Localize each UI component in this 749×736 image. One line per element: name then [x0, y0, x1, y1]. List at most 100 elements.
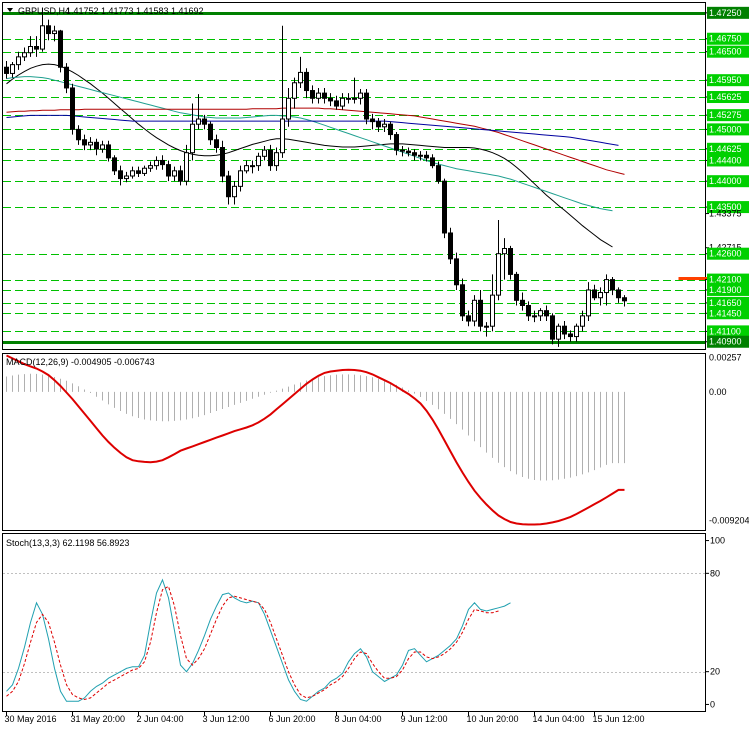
bear-candle-body — [220, 147, 225, 177]
candle — [208, 121, 213, 145]
candle — [160, 155, 165, 170]
candle — [226, 170, 231, 205]
time-tick-label: 14 Jun 04:00 — [533, 714, 585, 724]
bear-candle-body — [568, 333, 573, 338]
price-label-box — [707, 273, 749, 286]
moving-average-line — [6, 63, 613, 248]
time-tick-label: 2 Jun 04:00 — [137, 714, 184, 724]
price-label-box — [707, 142, 749, 155]
bull-candle-body — [142, 167, 147, 174]
bear-candle-body — [520, 299, 525, 306]
bear-candle-body — [400, 149, 405, 152]
candle — [166, 160, 171, 182]
candle — [586, 282, 591, 322]
price-label-box — [707, 32, 749, 45]
candle — [10, 62, 15, 78]
candle — [334, 95, 339, 110]
stoch-pane — [2, 533, 706, 712]
bull-candle-body — [316, 92, 321, 99]
candle — [52, 25, 57, 42]
symbol-header: GBPUSD,H4 1.41752 1.41773 1.41583 1.4169… — [18, 6, 204, 16]
bear-candle-body — [448, 232, 453, 260]
bear-candle-body — [622, 297, 627, 302]
time-tick-label: 10 Jun 20:00 — [467, 714, 519, 724]
candle — [82, 134, 87, 151]
candle — [16, 51, 21, 70]
candle — [496, 220, 501, 301]
candle — [568, 330, 573, 342]
time-tick-label: 3 Jun 12:00 — [203, 714, 250, 724]
candle — [310, 85, 315, 104]
candle — [106, 140, 111, 162]
candle — [40, 7, 45, 52]
price-tick-label: 1.41100 — [709, 326, 741, 336]
candle — [592, 284, 597, 301]
candle — [76, 125, 81, 145]
bull-candle-body — [196, 118, 201, 125]
ohlc-high: 1.41773 — [101, 6, 134, 16]
bull-candle-body — [256, 155, 261, 167]
bull-candle-body — [292, 82, 297, 99]
stoch-tick-label: 100 — [710, 536, 725, 546]
candle — [478, 289, 483, 332]
price-tick-label: 1.41450 — [709, 308, 742, 318]
macd-tick-label: 0.00 — [709, 387, 727, 397]
bear-candle-body — [322, 92, 327, 99]
candle — [418, 151, 423, 161]
candle — [394, 131, 399, 156]
bear-candle-body — [76, 128, 81, 141]
bull-candle-body — [358, 92, 363, 99]
bear-candle-body — [328, 97, 333, 102]
candle — [100, 140, 105, 153]
candle — [148, 161, 153, 172]
bull-candle-body — [280, 118, 285, 154]
candle — [250, 160, 255, 174]
bull-candle-body — [418, 154, 423, 157]
price-label-box — [707, 45, 749, 58]
bear-candle-body — [376, 121, 381, 128]
bear-candle-body — [370, 118, 375, 123]
candle — [604, 274, 609, 306]
candle — [34, 36, 39, 57]
price-label-box — [707, 74, 749, 87]
bear-candle-body — [106, 144, 111, 159]
moving-average-line — [6, 114, 619, 146]
bear-candle-body — [508, 248, 513, 275]
bear-candle-body — [394, 134, 399, 151]
candle — [598, 287, 603, 306]
price-tick-label: 1.41900 — [709, 285, 742, 295]
candle — [58, 29, 63, 73]
candle — [544, 305, 549, 322]
time-tick-label: 6 Jun 20:00 — [269, 714, 316, 724]
bear-candle-body — [430, 157, 435, 167]
bear-candle-body — [94, 141, 99, 150]
macd-title: MACD(12,26,9) -0.004905 -0.006743 — [6, 357, 155, 367]
bear-candle-body — [214, 139, 219, 149]
bull-candle-body — [124, 175, 129, 180]
bear-candle-body — [310, 90, 315, 99]
bear-candle-body — [178, 170, 183, 182]
candle — [142, 165, 147, 176]
price-tick-label: 1.43375 — [709, 209, 742, 219]
stoch-tick-label: 80 — [710, 568, 720, 578]
bull-candle-body — [490, 294, 495, 327]
candle — [340, 93, 345, 110]
candle — [556, 323, 561, 347]
candle — [472, 295, 477, 327]
macd-signal-line — [6, 354, 625, 526]
bull-candle-body — [232, 185, 237, 198]
candle — [466, 310, 471, 327]
candle — [22, 47, 27, 62]
bull-candle-body — [88, 141, 93, 146]
candle — [562, 321, 567, 340]
dropdown-arrow-icon[interactable] — [7, 8, 13, 12]
candle — [70, 83, 75, 135]
bull-candle-body — [502, 248, 507, 255]
bear-candle-body — [82, 139, 87, 146]
candle — [130, 166, 135, 179]
bear-candle-body — [424, 154, 429, 159]
bull-candle-body — [472, 299, 477, 322]
candle — [430, 154, 435, 169]
candle — [502, 238, 507, 280]
